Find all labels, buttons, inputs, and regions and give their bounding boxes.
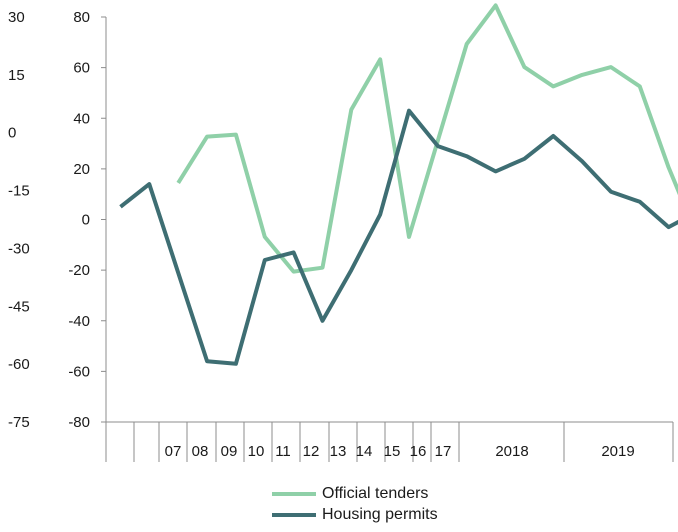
legend-swatch-housing-permits bbox=[272, 512, 316, 517]
left-axis-tick-label: -60 bbox=[8, 356, 30, 373]
x-axis-tick-label: 10 bbox=[248, 443, 265, 460]
x-axis-tick-label: 17 bbox=[435, 443, 452, 460]
right-axis-tick-label: -40 bbox=[68, 313, 90, 330]
x-axis-tick-marks bbox=[133, 422, 674, 462]
series-line-official-tenders bbox=[176, 3, 678, 274]
left-axis-tick-label: 15 bbox=[8, 67, 25, 84]
right-axis-tick-label: 60 bbox=[73, 60, 90, 77]
x-axis-tick-label: 14 bbox=[356, 443, 373, 460]
x-axis-tick-label: 2018 bbox=[495, 443, 528, 460]
right-axis-tick-label: -80 bbox=[68, 414, 90, 431]
x-axis-tick-label: 2019 bbox=[601, 443, 634, 460]
left-axis-tick-labels: 30 15 0 -15 -30 -45 -60 -75 bbox=[8, 9, 30, 431]
right-axis-tick-label: 20 bbox=[73, 161, 90, 178]
right-axis-tick-label: -20 bbox=[68, 262, 90, 279]
x-axis-tick-label: 08 bbox=[192, 443, 209, 460]
x-axis-tick-label: 07 bbox=[165, 443, 182, 460]
legend: Official tenders Housing permits bbox=[272, 483, 438, 525]
line-chart: 30 15 0 -15 -30 -45 -60 -75 80 60 40 20 0 -20 -40 -60 -… bbox=[8, 3, 678, 462]
x-axis-tick-label: 12 bbox=[303, 443, 320, 460]
left-axis-tick-label: -45 bbox=[8, 298, 30, 315]
legend-label-official-tenders: Official tenders bbox=[322, 484, 429, 502]
x-axis-tick-label: 09 bbox=[221, 443, 238, 460]
left-axis-tick-label: 0 bbox=[8, 125, 16, 142]
left-axis-tick-label: -75 bbox=[8, 414, 30, 431]
right-axis-tick-label: 0 bbox=[82, 212, 90, 229]
left-axis-tick-label: -30 bbox=[8, 240, 30, 257]
right-axis-tick-label: -60 bbox=[68, 363, 90, 380]
y-axis-tick-marks bbox=[101, 16, 106, 423]
x-axis-tick-labels: 07 08 09 10 11 12 13 14 15 16 17 2018 2019 bbox=[165, 443, 635, 460]
left-axis-tick-label: 30 bbox=[8, 9, 25, 26]
x-axis-tick-label: 15 bbox=[384, 443, 401, 460]
right-axis-tick-label: 40 bbox=[73, 110, 90, 127]
series-line-housing-permits bbox=[119, 108, 678, 366]
left-axis-tick-label: -15 bbox=[8, 183, 30, 200]
legend-label-housing-permits: Housing permits bbox=[322, 505, 438, 523]
legend-item-housing-permits: Housing permits bbox=[272, 504, 438, 525]
legend-item-official-tenders: Official tenders bbox=[272, 483, 438, 504]
legend-swatch-official-tenders bbox=[272, 491, 316, 496]
x-axis-tick-label: 11 bbox=[275, 443, 291, 460]
right-axis-tick-label: 80 bbox=[73, 9, 90, 26]
x-axis-tick-label: 13 bbox=[330, 443, 347, 460]
x-axis-tick-label: 16 bbox=[410, 443, 427, 460]
right-axis-tick-labels: 80 60 40 20 0 -20 -40 -60 -80 bbox=[68, 9, 90, 431]
series-lines bbox=[119, 3, 678, 366]
